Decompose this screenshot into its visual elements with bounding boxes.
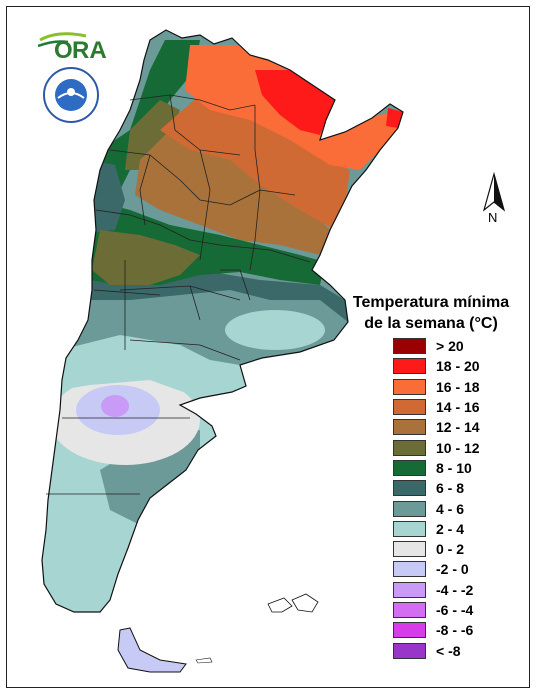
province-borders (46, 94, 311, 495)
legend-item: 8 - 10 (393, 458, 480, 478)
zone-18-20 (255, 70, 335, 135)
ora-logo: O RA (38, 32, 107, 62)
legend-item: 18 - 20 (393, 356, 480, 376)
legend-label: 0 - 2 (436, 541, 465, 558)
legend-swatch (393, 358, 426, 375)
legend: > 20 18 - 20 16 - 18 14 - 16 12 - 14 10 - 12 8… (393, 336, 480, 661)
legend-label: 16 - 18 (436, 378, 480, 395)
legend-item: 4 - 6 (393, 498, 480, 518)
north-label: N (488, 210, 497, 222)
legend-label: 2 - 4 (436, 520, 465, 537)
legend-item: 14 - 16 (393, 397, 480, 417)
legend-item: -6 - -4 (393, 600, 480, 620)
legend-label: -6 - -4 (436, 602, 474, 618)
north-arrow: N (480, 171, 508, 227)
legend-item: 12 - 14 (393, 417, 480, 437)
legend-label: > 20 (436, 338, 464, 355)
legend-title-line2: de la semana (°C) (364, 315, 498, 332)
svg-text:RA: RA (72, 37, 107, 62)
zone-10-12 (92, 230, 200, 285)
zone-2-4-buenos-aires (225, 310, 325, 350)
legend-title-line1: Temperatura mínima (352, 294, 510, 311)
zone-14-16 (160, 95, 350, 230)
legend-label: 18 - 20 (436, 358, 480, 375)
legend-item: -8 - -6 (393, 620, 480, 640)
legend-label: 14 - 16 (436, 399, 480, 416)
tierra-del-fuego (117, 627, 187, 673)
argentina-outline (41, 29, 404, 613)
legend-swatch (393, 500, 426, 517)
zone-10-12-north (125, 100, 180, 170)
legend-swatch (393, 520, 426, 537)
legend-item: 0 - 2 (393, 539, 480, 559)
legend-label: 6 - 8 (436, 480, 465, 497)
legend-item: -4 - -2 (393, 580, 480, 600)
north-arrow-icon: N (482, 171, 506, 225)
legend-swatch (393, 561, 426, 578)
legend-swatch (393, 378, 426, 395)
legend-swatch (393, 642, 426, 659)
zone-18-20-misiones (386, 108, 403, 128)
legend-swatch (393, 419, 426, 436)
legend-label: -4 - -2 (436, 581, 474, 598)
legend-swatch (393, 581, 426, 598)
legend-label: -8 - -6 (436, 622, 474, 639)
legend-label: 12 - 14 (436, 419, 480, 436)
legend-swatch (393, 541, 426, 558)
legend-swatch (393, 480, 426, 497)
legend-item: 10 - 12 (393, 437, 480, 457)
legend-item: < -8 (393, 640, 480, 660)
legend-label: 8 - 10 (436, 459, 472, 476)
malvinas-islands (267, 593, 319, 613)
legend-swatch (393, 602, 426, 618)
legend-label: 4 - 6 (436, 500, 465, 517)
legend-item: 6 - 8 (393, 478, 480, 498)
smn-seal-logo (43, 67, 99, 123)
svg-text:O: O (54, 37, 73, 62)
zone-6-8-andes (92, 160, 125, 232)
legend-item: 2 - 4 (393, 519, 480, 539)
zone-2-4-north (60, 335, 246, 398)
legend-label: -2 - 0 (436, 561, 469, 578)
legend-label: 10 - 12 (436, 439, 480, 456)
legend-swatch (393, 459, 426, 476)
zone-minus4-minus2 (101, 395, 129, 417)
south-islands (195, 657, 213, 664)
legend-item: > 20 (393, 336, 480, 356)
legend-item: -2 - 0 (393, 559, 480, 579)
legend-item: 16 - 18 (393, 377, 480, 397)
legend-swatch (393, 622, 426, 639)
zone-12-14 (135, 120, 330, 255)
legend-swatch (393, 338, 426, 355)
legend-swatch (393, 439, 426, 456)
legend-label: < -8 (436, 642, 461, 659)
legend-title: Temperatura mínima de la semana (°C) (336, 292, 526, 334)
legend-swatch (393, 399, 426, 416)
